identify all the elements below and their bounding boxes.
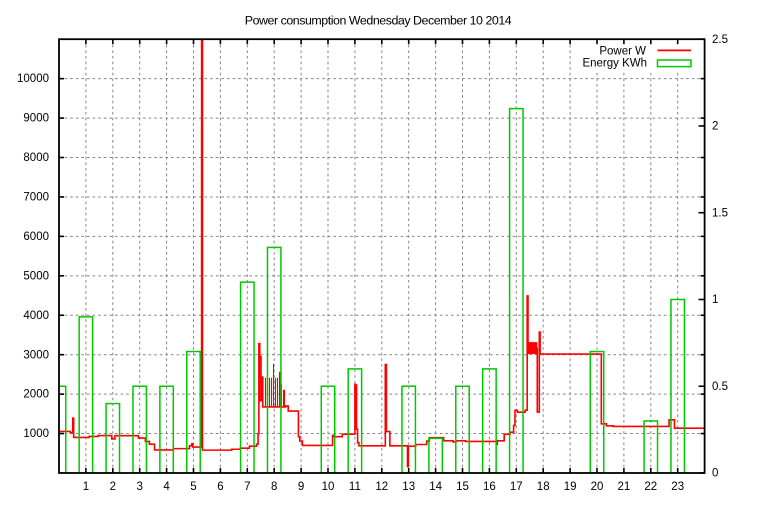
- svg-text:19: 19: [564, 481, 577, 493]
- svg-text:22: 22: [644, 481, 657, 493]
- svg-text:Energy KWh: Energy KWh: [582, 57, 647, 69]
- svg-text:4000: 4000: [23, 310, 49, 322]
- svg-text:23: 23: [671, 481, 684, 493]
- svg-text:1.5: 1.5: [712, 207, 728, 219]
- svg-text:2.5: 2.5: [712, 34, 728, 46]
- svg-text:21: 21: [618, 481, 631, 493]
- svg-text:7: 7: [244, 481, 250, 493]
- svg-text:1: 1: [712, 294, 718, 306]
- svg-text:15: 15: [456, 481, 469, 493]
- svg-text:1000: 1000: [23, 428, 49, 440]
- svg-text:1: 1: [83, 481, 89, 493]
- svg-text:18: 18: [537, 481, 550, 493]
- svg-text:11: 11: [349, 481, 361, 493]
- svg-text:3: 3: [136, 481, 142, 493]
- svg-text:2: 2: [712, 121, 718, 133]
- svg-text:9: 9: [298, 481, 304, 493]
- svg-text:14: 14: [429, 481, 442, 493]
- svg-text:12: 12: [375, 481, 388, 493]
- svg-text:Power consumption Wednesday De: Power consumption Wednesday December 10 …: [245, 13, 512, 27]
- svg-text:5000: 5000: [23, 270, 49, 282]
- svg-text:20: 20: [591, 481, 604, 493]
- svg-text:8: 8: [271, 481, 277, 493]
- svg-text:0: 0: [712, 468, 718, 480]
- svg-text:6000: 6000: [23, 231, 49, 243]
- svg-text:6: 6: [217, 481, 223, 493]
- svg-text:4: 4: [163, 481, 170, 493]
- svg-text:0.5: 0.5: [712, 381, 728, 393]
- svg-text:9000: 9000: [23, 113, 49, 125]
- svg-text:Power W: Power W: [599, 45, 646, 57]
- svg-text:13: 13: [402, 481, 415, 493]
- svg-text:7000: 7000: [23, 192, 49, 204]
- svg-text:10: 10: [322, 481, 335, 493]
- svg-text:3000: 3000: [23, 349, 49, 361]
- svg-text:8000: 8000: [23, 152, 49, 164]
- svg-text:2000: 2000: [23, 389, 49, 401]
- svg-text:5: 5: [190, 481, 196, 493]
- svg-text:2: 2: [110, 481, 116, 493]
- svg-text:17: 17: [510, 481, 523, 493]
- svg-text:10000: 10000: [17, 73, 49, 85]
- svg-text:16: 16: [483, 481, 496, 493]
